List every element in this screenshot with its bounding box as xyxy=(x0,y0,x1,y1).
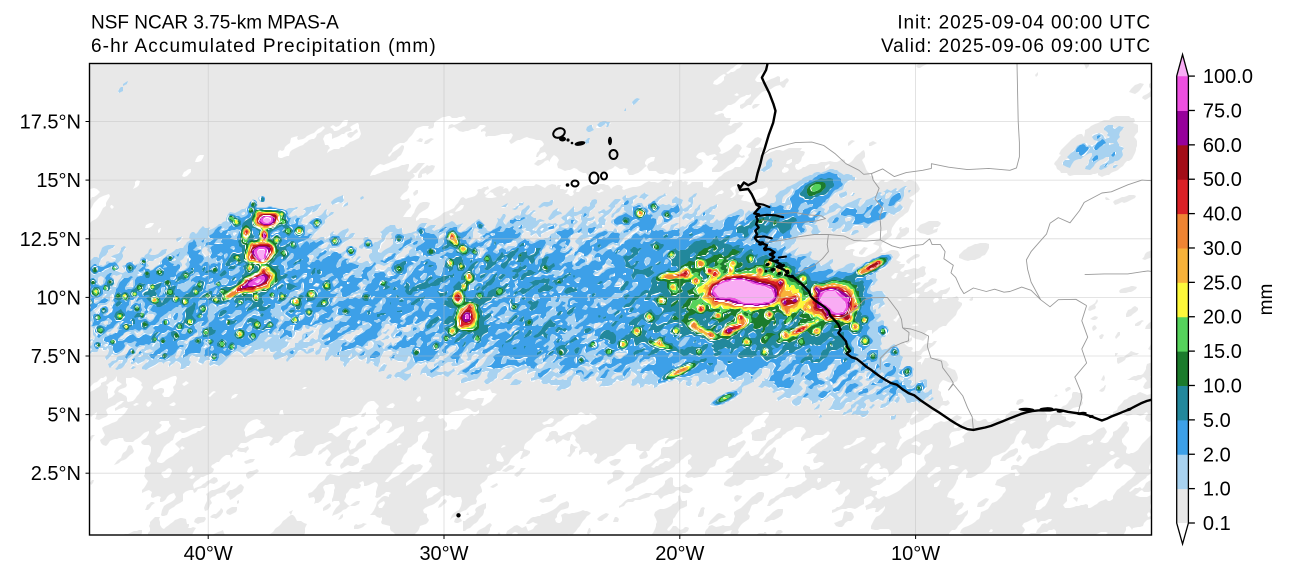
svg-text:1.0: 1.0 xyxy=(1203,479,1231,501)
svg-text:15°N: 15°N xyxy=(36,170,81,192)
svg-text:6-hr Accumulated Precipitation: 6-hr Accumulated Precipitation (mm) xyxy=(91,36,437,57)
svg-text:2.0: 2.0 xyxy=(1203,444,1231,466)
svg-text:30.0: 30.0 xyxy=(1203,238,1242,260)
svg-text:30°W: 30°W xyxy=(419,543,468,565)
svg-text:Init: 2025-09-04 00:00 UTC: Init: 2025-09-04 00:00 UTC xyxy=(897,13,1151,34)
svg-text:7.5°N: 7.5°N xyxy=(31,346,81,368)
svg-text:20°W: 20°W xyxy=(655,543,704,565)
svg-text:60.0: 60.0 xyxy=(1203,135,1242,157)
svg-text:100.0: 100.0 xyxy=(1203,66,1253,88)
svg-text:12.5°N: 12.5°N xyxy=(20,229,81,251)
svg-text:10°W: 10°W xyxy=(891,543,940,565)
svg-text:NSF NCAR 3.75-km MPAS-A: NSF NCAR 3.75-km MPAS-A xyxy=(91,13,339,34)
svg-text:17.5°N: 17.5°N xyxy=(20,112,81,134)
svg-text:40°W: 40°W xyxy=(184,543,233,565)
svg-text:75.0: 75.0 xyxy=(1203,100,1242,122)
svg-text:5°N: 5°N xyxy=(47,405,81,427)
svg-text:10°N: 10°N xyxy=(36,287,81,309)
svg-text:10.0: 10.0 xyxy=(1203,375,1242,397)
svg-text:mm: mm xyxy=(1256,284,1277,316)
svg-text:15.0: 15.0 xyxy=(1203,341,1242,363)
svg-text:40.0: 40.0 xyxy=(1203,204,1242,226)
svg-text:50.0: 50.0 xyxy=(1203,169,1242,191)
svg-text:Valid: 2025-09-06 09:00 UTC: Valid: 2025-09-06 09:00 UTC xyxy=(881,36,1151,57)
svg-text:20.0: 20.0 xyxy=(1203,307,1242,329)
svg-text:0.1: 0.1 xyxy=(1203,513,1231,535)
svg-text:25.0: 25.0 xyxy=(1203,272,1242,294)
svg-text:2.5°N: 2.5°N xyxy=(31,463,81,485)
svg-text:5.0: 5.0 xyxy=(1203,410,1231,432)
